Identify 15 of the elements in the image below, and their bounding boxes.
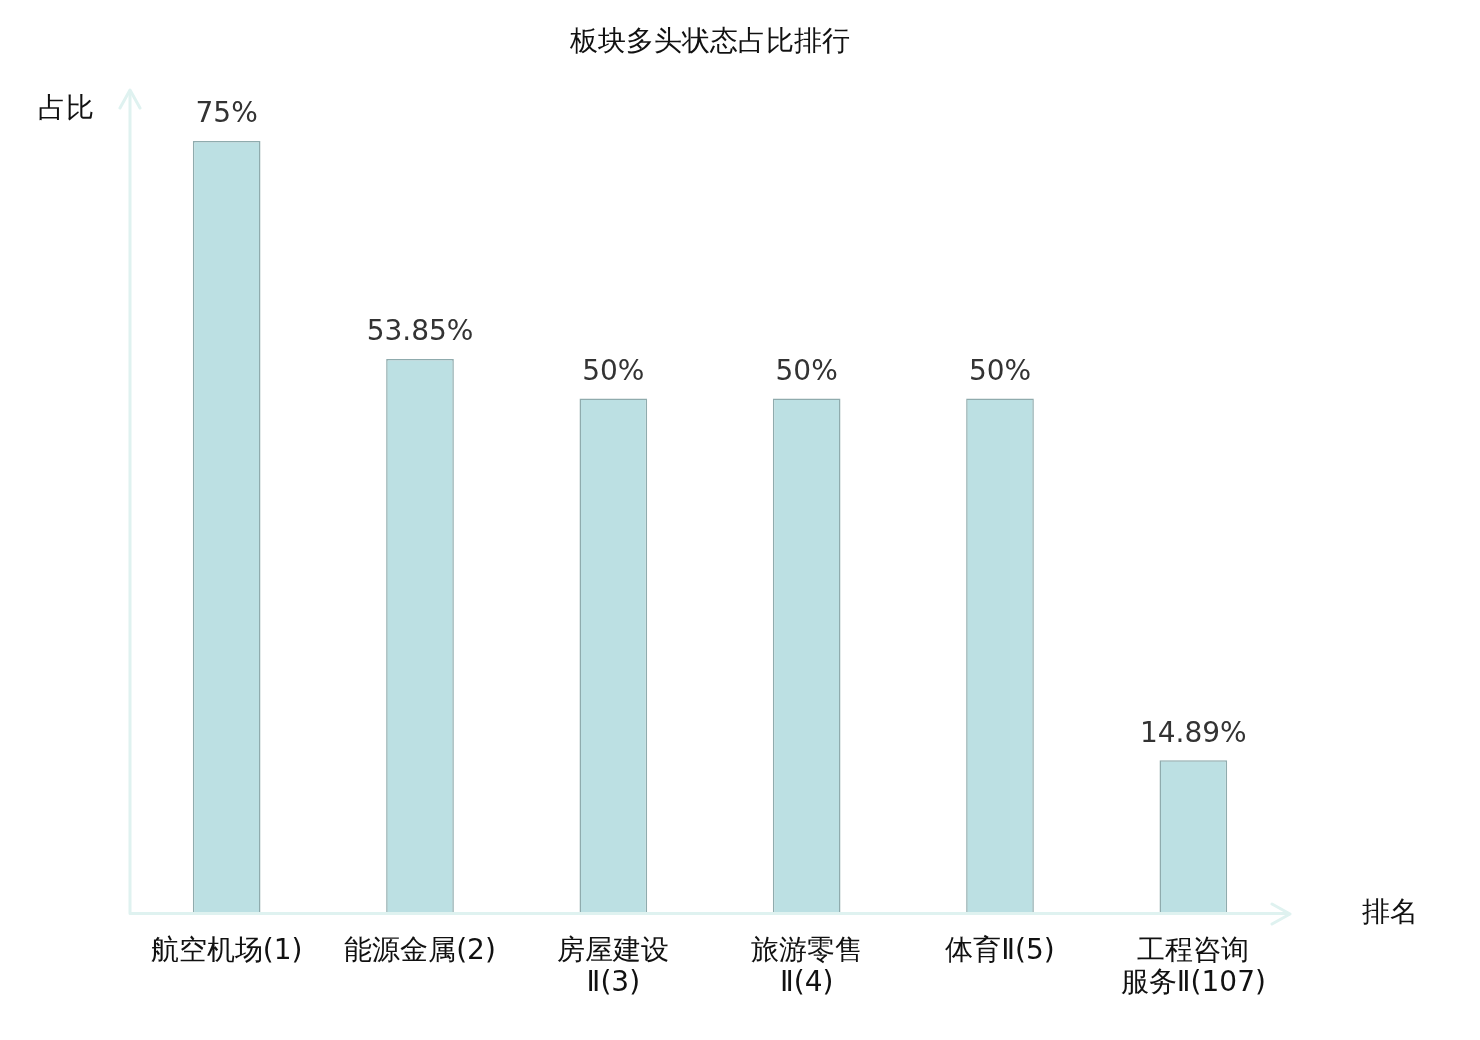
data-label: 75%	[195, 96, 258, 130]
x-tick-label: 旅游零售Ⅱ(4)	[750, 932, 863, 999]
x-tick-label: 房屋建设Ⅱ(3)	[557, 932, 670, 999]
data-label: 53.85%	[366, 314, 474, 348]
y-axis-title: 占比	[38, 90, 94, 124]
x-axis-title: 排名	[1362, 894, 1418, 928]
x-tick-label: 航空机场(1)	[150, 932, 303, 966]
data-label: 14.89%	[1139, 715, 1247, 749]
x-tick-label: 工程咨询服务Ⅱ(107)	[1120, 932, 1266, 999]
data-label: 50%	[968, 353, 1032, 387]
x-tick-label: 体育Ⅱ(5)	[945, 932, 1055, 966]
chart-title: 板块多头状态占比排行	[569, 24, 850, 58]
data-label: 50%	[775, 353, 838, 387]
data-label: 50%	[582, 353, 645, 387]
x-tick-label: 能源金属(2)	[344, 932, 496, 966]
